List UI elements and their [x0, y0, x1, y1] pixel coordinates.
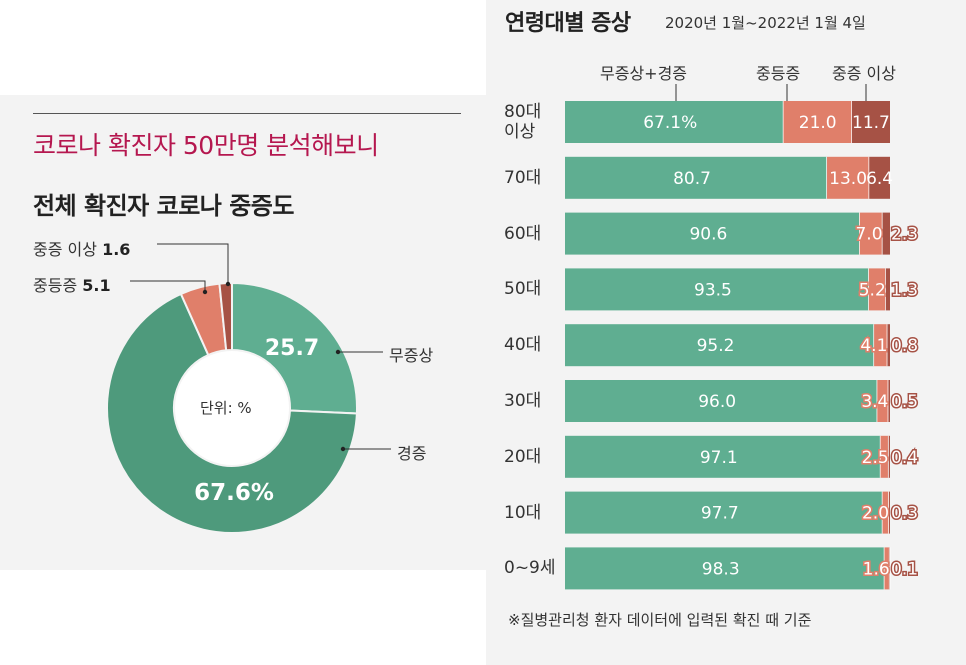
- footnote: ※질병관리청 환자 데이터에 입력된 확진 때 기준: [508, 611, 812, 629]
- pie-panel: [0, 95, 486, 570]
- category-label: 80대 이상: [504, 102, 541, 142]
- legend-moderate: 중등증: [756, 64, 801, 83]
- pie-unit-label: 단위: %: [200, 399, 252, 417]
- legend-severe: 중증 이상: [832, 64, 896, 83]
- category-label: 20대: [504, 447, 541, 467]
- pie-label-mild: 경증: [397, 444, 427, 463]
- category-label-line: 30대: [504, 391, 542, 411]
- category-label: 50대: [504, 279, 541, 299]
- headline-rule: [33, 113, 461, 114]
- headline: 코로나 확진자 50만명 분석해보니: [33, 131, 379, 160]
- pie-label-asymptomatic: 무증상: [389, 346, 434, 365]
- category-label: 60대: [504, 224, 541, 244]
- category-label-line: 이상: [504, 122, 536, 142]
- category-label-line: 20대: [504, 446, 542, 467]
- category-label-line: 10대: [504, 502, 542, 523]
- pie-label-severe: 중증 이상 1.6: [33, 240, 131, 259]
- category-label-line: 0~9세: [504, 558, 556, 579]
- category-label-line: 40대: [504, 335, 542, 356]
- category-label: 0~9세: [504, 558, 556, 578]
- pie-label-moderate: 중등증 5.1: [33, 276, 111, 295]
- category-label: 70대: [504, 168, 541, 188]
- category-label: 10대: [504, 503, 541, 523]
- category-label-line: 80대: [504, 102, 542, 122]
- legend-asymptomatic-mild: 무증상+경증: [600, 64, 688, 83]
- category-label: 30대: [504, 391, 541, 411]
- category-label-line: 70대: [504, 167, 542, 188]
- bar-period: 2020년 1월~2022년 1월 4일: [665, 14, 866, 32]
- bar-title: 연령대별 증상: [505, 11, 631, 36]
- bar-panel: [486, 0, 966, 665]
- category-label-line: 50대: [504, 279, 542, 300]
- category-label: 40대: [504, 335, 541, 355]
- pie-title: 전체 확진자 코로나 중증도: [33, 192, 294, 220]
- category-label-line: 60대: [504, 223, 542, 244]
